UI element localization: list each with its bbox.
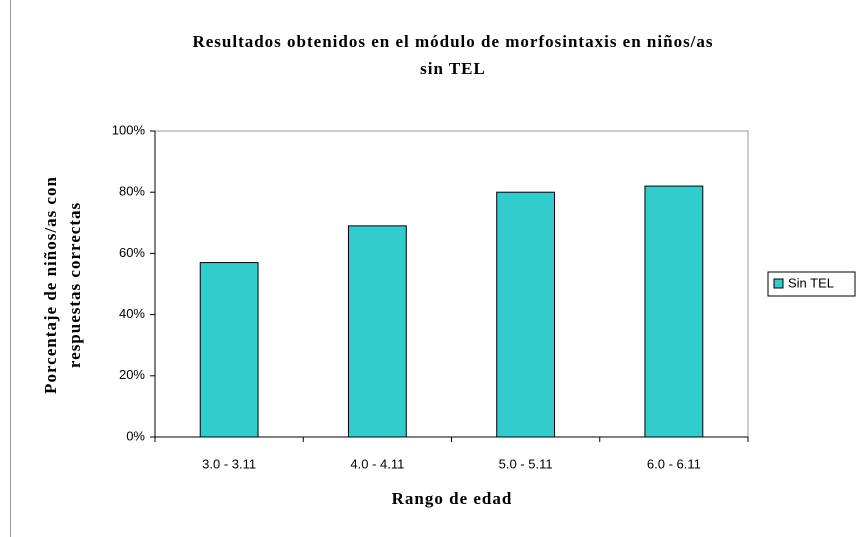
y-tick-label: 20% [119, 367, 145, 382]
bar [644, 185, 704, 438]
y-tick-label: 100% [112, 122, 146, 137]
chart-title: Resultados obtenidos en el módulo de mor… [192, 32, 713, 51]
legend-label: Sin TEL [788, 275, 834, 290]
y-tick-label: 40% [119, 306, 145, 321]
y-tick-label: 80% [119, 184, 145, 199]
x-tick-label: 4.0 - 4.11 [350, 456, 404, 471]
legend-swatch [773, 278, 784, 289]
x-axis-label: Rango de edad [392, 489, 513, 508]
y-axis-label-group: Porcentaje de niños/as con respuestas co… [41, 176, 84, 394]
bar [199, 262, 259, 438]
bar [347, 225, 407, 438]
y-tick-label: 0% [126, 428, 145, 443]
y-axis-label: respuestas correctas [65, 202, 84, 368]
x-tick-label: 5.0 - 5.11 [499, 456, 553, 471]
bar [496, 191, 556, 438]
y-tick-label: 60% [119, 245, 145, 260]
x-tick-label: 6.0 - 6.11 [647, 456, 701, 471]
y-axis-label: Porcentaje de niños/as con [41, 176, 60, 394]
x-tick-label: 3.0 - 3.11 [202, 456, 256, 471]
chart-title: sin TEL [420, 59, 486, 78]
